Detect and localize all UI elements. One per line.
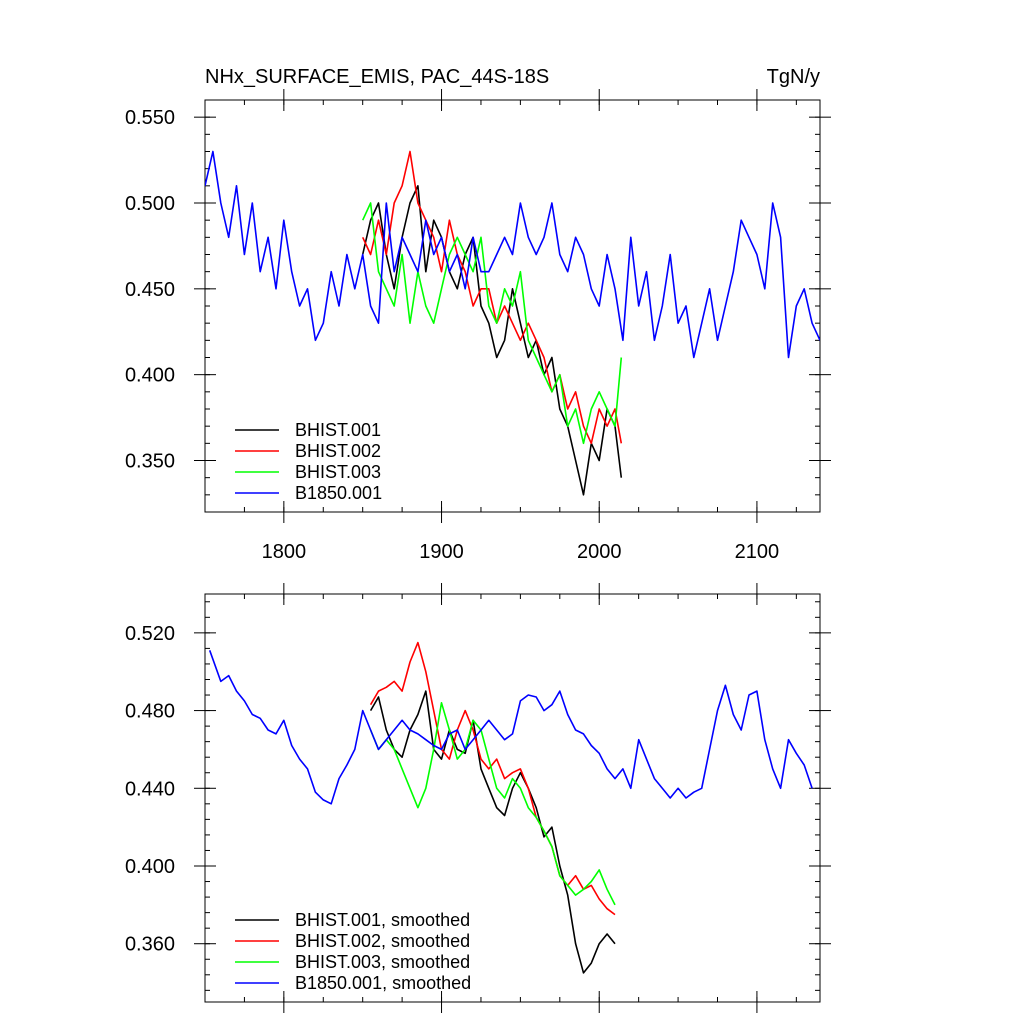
x-tick-label: 1800 bbox=[262, 541, 307, 563]
bottom-panel: 0.360 0.400 0.440 0.480 0.520 BHIST.001, smoo… bbox=[125, 583, 831, 1013]
y-tick-label: 0.520 bbox=[125, 623, 175, 645]
legend-label: B1850.001, smoothed bbox=[295, 973, 471, 993]
top-panel: 1800 1900 2000 2100 0.350 0.400 0.450 0.500 0.55… bbox=[125, 66, 831, 563]
y-tick-label: 0.400 bbox=[125, 365, 175, 387]
plot-frame bbox=[204, 593, 821, 1003]
series-line-bhist-003-smoothed bbox=[369, 701, 616, 906]
series-line-bhist-002-smoothed bbox=[369, 641, 616, 916]
legend-label: BHIST.001, smoothed bbox=[295, 910, 470, 930]
y-tick-label: 0.500 bbox=[125, 193, 175, 215]
legend-label: BHIST.003, smoothed bbox=[295, 952, 470, 972]
series-line-bhist-002 bbox=[361, 150, 623, 445]
chart-title: NHx_SURFACE_EMIS, PAC_44S-18S bbox=[205, 66, 549, 88]
legend-label: BHIST.002 bbox=[295, 441, 381, 461]
series-line-bhist-001 bbox=[361, 185, 623, 496]
y-tick-label: 0.350 bbox=[125, 451, 175, 473]
x-tick-label: 1900 bbox=[419, 541, 464, 563]
y-tick-label: 0.440 bbox=[125, 778, 175, 800]
x-tick-label: 2000 bbox=[577, 541, 622, 563]
legend-label: BHIST.003 bbox=[295, 462, 381, 482]
series-line-b1850-001 bbox=[205, 150, 820, 359]
chart-units: TgN/y bbox=[767, 66, 820, 88]
y-tick-label: 0.400 bbox=[125, 856, 175, 878]
x-tick-label: 2100 bbox=[735, 541, 780, 563]
series-line-bhist-001-smoothed bbox=[369, 690, 616, 974]
y-tick-label: 0.480 bbox=[125, 701, 175, 723]
legend-label: B1850.001 bbox=[295, 483, 382, 503]
series-line-bhist-003 bbox=[361, 202, 623, 445]
series-line-b1850-001-smoothed bbox=[208, 650, 813, 805]
legend-label: BHIST.001 bbox=[295, 420, 381, 440]
legend-label: BHIST.002, smoothed bbox=[295, 931, 470, 951]
y-tick-label: 0.360 bbox=[125, 934, 175, 956]
y-tick-label: 0.550 bbox=[125, 107, 175, 129]
y-tick-label: 0.450 bbox=[125, 279, 175, 301]
